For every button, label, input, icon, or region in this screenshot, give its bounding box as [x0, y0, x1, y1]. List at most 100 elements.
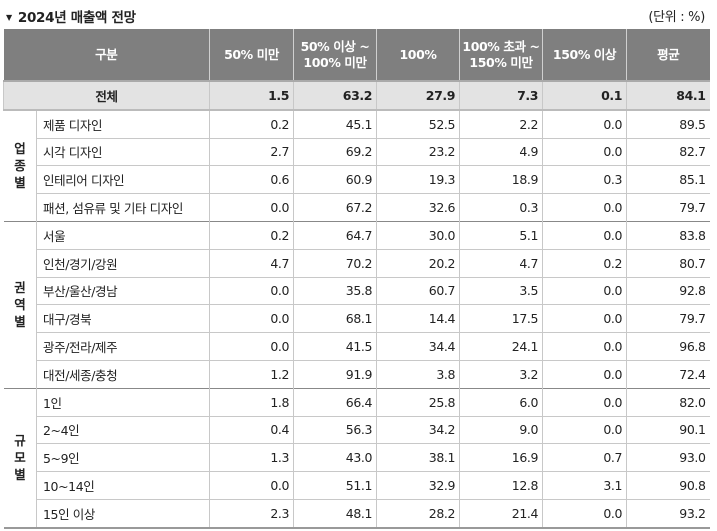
sales-forecast-table: 구분 50% 미만 50% 이상 ~ 100% 미만 100% 100% 초과 ~ 15… [2, 29, 710, 529]
value-cell: 93.2 [626, 498, 710, 529]
value-cell: 23.2 [376, 137, 460, 166]
value-cell: 83.8 [626, 220, 710, 250]
row-label: 대구/경북 [35, 304, 210, 333]
value-cell: 92.8 [626, 276, 710, 305]
value-cell: 0.0 [542, 276, 627, 305]
table-row: 규모별 1인 1.8 66.4 25.8 6.0 0.0 82.0 [3, 387, 710, 529]
row-label: 2~4인 [35, 415, 210, 444]
value-cell: 35.8 [293, 276, 377, 305]
total-row: 전체 1.5 63.2 27.9 7.3 0.1 84.1 [2, 80, 710, 111]
value-cell: 0.3 [459, 193, 543, 222]
value-cell: 25.8 [376, 387, 460, 417]
row-label: 인천/경기/강원 [35, 248, 210, 278]
value-cell: 93.0 [626, 443, 710, 472]
table-row: 부산/울산/경남 0.0 35.8 60.7 3.5 0.0 92.8 [4, 276, 710, 305]
row-label: 부산/울산/경남 [35, 276, 210, 305]
value-cell: 3.5 [459, 276, 543, 305]
value-cell: 0.0 [209, 193, 294, 222]
value-cell: 41.5 [293, 332, 377, 361]
column-header: 150% 이상 [542, 29, 627, 81]
group-label: 업종별 [3, 109, 37, 222]
value-cell: 51.1 [293, 471, 377, 500]
value-cell: 2.3 [209, 498, 294, 529]
value-cell: 67.2 [293, 193, 377, 222]
row-label: 10~14인 [35, 471, 210, 500]
table-row: 10~14인 0.0 51.1 32.9 12.8 3.1 90.8 [4, 471, 710, 500]
value-cell: 0.0 [209, 276, 294, 305]
value-cell: 28.2 [376, 498, 460, 529]
value-cell: 21.4 [459, 498, 543, 529]
group-label: 권역별 [3, 220, 37, 389]
value-cell: 0.0 [542, 498, 627, 529]
value-cell: 90.8 [626, 471, 710, 500]
value-cell: 0.0 [542, 220, 627, 250]
value-cell: 85.1 [626, 165, 710, 194]
value-cell: 24.1 [459, 332, 543, 361]
value-cell: 91.9 [293, 359, 377, 389]
value-cell: 0.0 [209, 471, 294, 500]
table-row: 시각 디자인 2.7 69.2 23.2 4.9 0.0 82.7 [4, 137, 710, 166]
value-cell: 43.0 [293, 443, 377, 472]
value-cell: 63.2 [293, 80, 377, 111]
value-cell: 16.9 [459, 443, 543, 472]
row-label: 전체 [2, 80, 210, 111]
row-label: 제품 디자인 [35, 109, 210, 139]
value-cell: 27.9 [376, 80, 460, 111]
value-cell: 0.0 [542, 359, 627, 389]
value-cell: 45.1 [293, 109, 377, 139]
value-cell: 48.1 [293, 498, 377, 529]
value-cell: 0.1 [542, 80, 627, 111]
value-cell: 0.2 [542, 248, 627, 278]
unit-label: (단위 : %) [648, 10, 705, 25]
value-cell: 1.5 [209, 80, 294, 111]
column-header: 100% [376, 29, 460, 81]
group-label-text: 권역별 [14, 280, 26, 330]
value-cell: 2.2 [459, 109, 543, 139]
value-cell: 79.7 [626, 193, 710, 222]
value-cell: 64.7 [293, 220, 377, 250]
value-cell: 19.3 [376, 165, 460, 194]
table-row: 15인 이상 2.3 48.1 28.2 21.4 0.0 93.2 [4, 498, 710, 529]
value-cell: 0.4 [209, 415, 294, 444]
row-label: 시각 디자인 [35, 137, 210, 166]
table-row: 대구/경북 0.0 68.1 14.4 17.5 0.0 79.7 [4, 304, 710, 333]
table-row: 5~9인 1.3 43.0 38.1 16.9 0.7 93.0 [4, 443, 710, 472]
column-header: 평균 [626, 29, 710, 81]
value-cell: 0.2 [209, 109, 294, 139]
value-cell: 20.2 [376, 248, 460, 278]
value-cell: 66.4 [293, 387, 377, 417]
value-cell: 18.9 [459, 165, 543, 194]
value-cell: 1.8 [209, 387, 294, 417]
value-cell: 9.0 [459, 415, 543, 444]
value-cell: 0.0 [542, 304, 627, 333]
value-cell: 89.5 [626, 109, 710, 139]
row-label: 인테리어 디자인 [35, 165, 210, 194]
value-cell: 4.7 [459, 248, 543, 278]
row-label: 서울 [35, 220, 210, 250]
value-cell: 96.8 [626, 332, 710, 361]
value-cell: 69.2 [293, 137, 377, 166]
value-cell: 0.7 [542, 443, 627, 472]
row-label: 15인 이상 [35, 498, 210, 529]
table-row: 인테리어 디자인 0.6 60.9 19.3 18.9 0.3 85.1 [4, 165, 710, 194]
value-cell: 17.5 [459, 304, 543, 333]
value-cell: 4.7 [209, 248, 294, 278]
row-label: 1인 [35, 387, 210, 417]
value-cell: 5.1 [459, 220, 543, 250]
table-row: 2~4인 0.4 56.3 34.2 9.0 0.0 90.1 [4, 415, 710, 444]
value-cell: 56.3 [293, 415, 377, 444]
value-cell: 52.5 [376, 109, 460, 139]
value-cell: 72.4 [626, 359, 710, 389]
table-row: 인천/경기/강원 4.7 70.2 20.2 4.7 0.2 80.7 [4, 248, 710, 278]
value-cell: 0.0 [542, 109, 627, 139]
value-cell: 0.0 [542, 415, 627, 444]
group-label-text: 업종별 [14, 141, 26, 191]
value-cell: 82.0 [626, 387, 710, 417]
row-label: 패션, 섬유류 및 기타 디자인 [35, 193, 210, 222]
value-cell: 1.3 [209, 443, 294, 472]
table-row: 대전/세종/충청 1.2 91.9 3.8 3.2 0.0 72.4 [4, 359, 710, 389]
triangle-bullet-icon: ▼ [6, 13, 12, 22]
value-cell: 0.0 [209, 332, 294, 361]
column-header: 구분 [3, 29, 210, 81]
row-label: 대전/세종/충청 [35, 359, 210, 389]
